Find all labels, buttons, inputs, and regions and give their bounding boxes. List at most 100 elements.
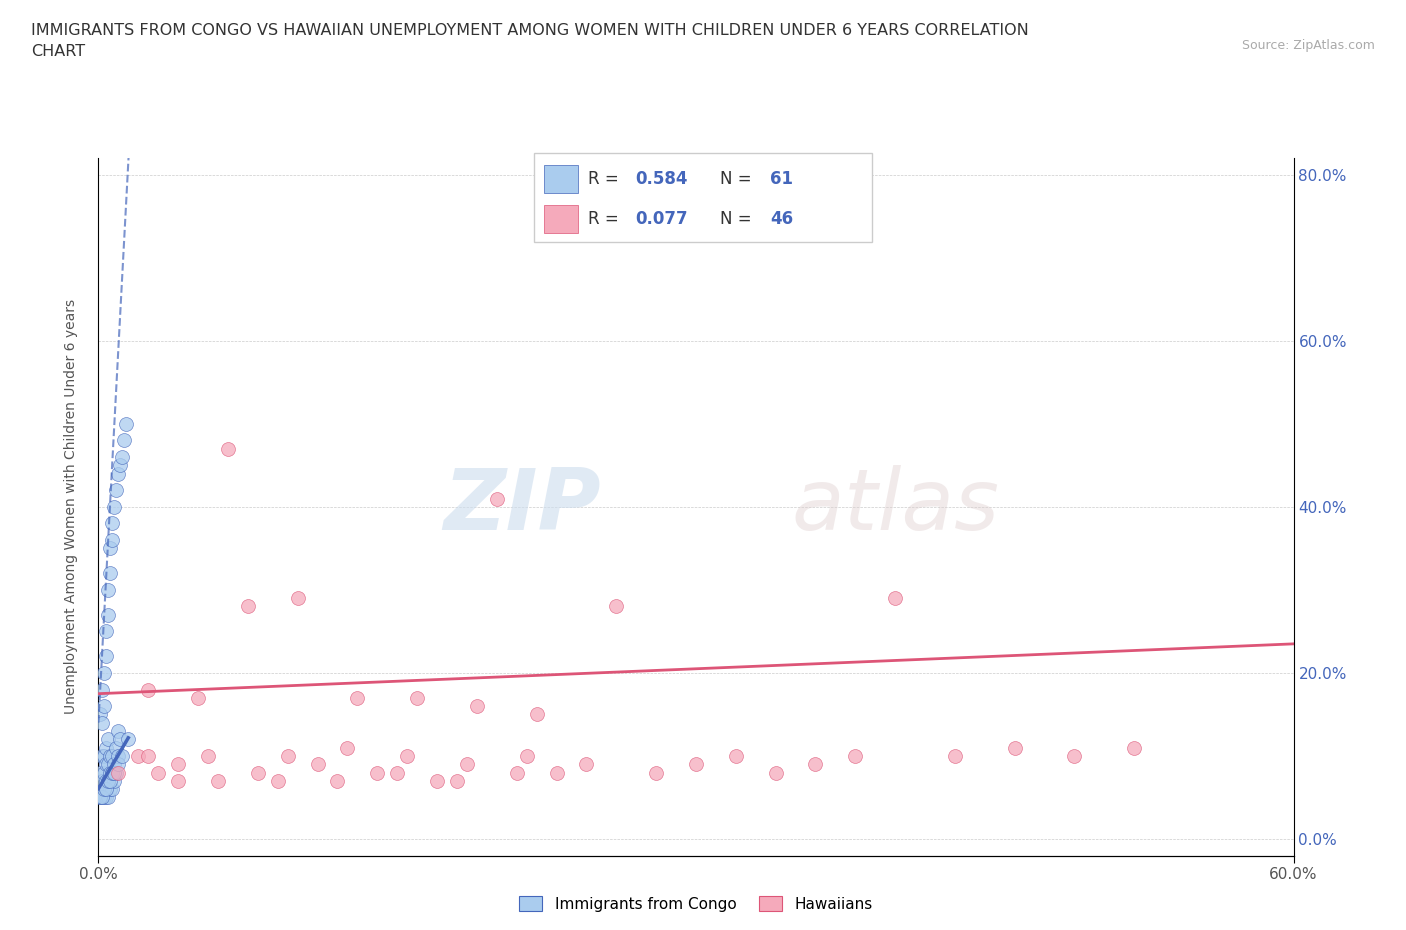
Point xyxy=(267,774,290,789)
Point xyxy=(103,499,125,514)
Point xyxy=(844,749,866,764)
Point xyxy=(93,765,115,780)
Point xyxy=(516,749,538,764)
Text: IMMIGRANTS FROM CONGO VS HAWAIIAN UNEMPLOYMENT AMONG WOMEN WITH CHILDREN UNDER 6: IMMIGRANTS FROM CONGO VS HAWAIIAN UNEMPL… xyxy=(31,23,1029,60)
Point xyxy=(456,757,478,772)
Point xyxy=(136,749,159,764)
Point xyxy=(89,707,111,722)
Point xyxy=(1123,740,1146,755)
Point xyxy=(1004,740,1026,755)
Point xyxy=(96,740,118,755)
Point xyxy=(446,774,468,789)
Point xyxy=(575,757,598,772)
Point xyxy=(100,774,122,789)
Point xyxy=(107,724,129,738)
Point xyxy=(111,449,134,464)
Text: N =: N = xyxy=(720,210,751,228)
Point xyxy=(307,757,329,772)
Point xyxy=(217,442,239,457)
Point xyxy=(105,740,128,755)
Point xyxy=(103,757,125,772)
Point xyxy=(105,483,128,498)
Point xyxy=(366,765,388,780)
Point xyxy=(97,774,120,789)
Point xyxy=(97,607,120,622)
Point xyxy=(101,765,124,780)
Point xyxy=(207,774,229,789)
Text: R =: R = xyxy=(588,170,619,188)
Legend: Immigrants from Congo, Hawaiians: Immigrants from Congo, Hawaiians xyxy=(513,889,879,918)
Point xyxy=(101,516,124,531)
Text: Source: ZipAtlas.com: Source: ZipAtlas.com xyxy=(1241,39,1375,52)
Point xyxy=(101,749,124,764)
Bar xyxy=(544,165,578,193)
Point xyxy=(336,740,359,755)
Point xyxy=(93,782,115,797)
FancyBboxPatch shape xyxy=(534,153,872,242)
Point xyxy=(465,698,488,713)
Point xyxy=(385,765,409,780)
Text: atlas: atlas xyxy=(792,465,1000,549)
Point xyxy=(93,698,115,713)
Point xyxy=(804,757,827,772)
Point xyxy=(97,774,120,789)
Point xyxy=(91,715,114,730)
Point xyxy=(506,765,529,780)
Point xyxy=(89,765,111,780)
Point xyxy=(103,774,125,789)
Point xyxy=(93,749,115,764)
Point xyxy=(287,591,309,605)
Point xyxy=(426,774,449,789)
Point xyxy=(884,591,907,605)
Point xyxy=(236,599,259,614)
Point xyxy=(105,765,128,780)
Point xyxy=(89,790,111,805)
Text: 0.077: 0.077 xyxy=(636,210,688,228)
Point xyxy=(100,541,122,556)
Point xyxy=(91,774,114,789)
Point xyxy=(107,765,129,780)
Point xyxy=(167,757,190,772)
Point xyxy=(91,790,114,805)
Point xyxy=(100,749,122,764)
Point xyxy=(96,757,118,772)
Point xyxy=(107,757,129,772)
Point xyxy=(197,749,219,764)
Point xyxy=(96,790,118,805)
Text: 0.584: 0.584 xyxy=(636,170,688,188)
Bar xyxy=(544,205,578,233)
Point xyxy=(326,774,349,789)
Point xyxy=(96,774,118,789)
Point xyxy=(107,749,129,764)
Point xyxy=(91,749,114,764)
Point xyxy=(96,624,118,639)
Point xyxy=(101,765,124,780)
Y-axis label: Unemployment Among Women with Children Under 6 years: Unemployment Among Women with Children U… xyxy=(63,299,77,714)
Point xyxy=(724,749,747,764)
Point xyxy=(91,682,114,697)
Point xyxy=(97,790,120,805)
Point xyxy=(396,749,419,764)
Text: 46: 46 xyxy=(770,210,793,228)
Point xyxy=(96,649,118,664)
Point xyxy=(112,433,135,448)
Point xyxy=(246,765,269,780)
Point xyxy=(127,749,149,764)
Point xyxy=(101,533,124,548)
Point xyxy=(526,707,548,722)
Point xyxy=(111,749,134,764)
Point xyxy=(89,790,111,805)
Text: 61: 61 xyxy=(770,170,793,188)
Point xyxy=(167,774,190,789)
Text: ZIP: ZIP xyxy=(443,465,600,549)
Point xyxy=(97,757,120,772)
Point xyxy=(187,690,209,705)
Point xyxy=(93,782,115,797)
Point xyxy=(485,491,508,506)
Point xyxy=(107,466,129,481)
Point xyxy=(943,749,966,764)
Point xyxy=(685,757,707,772)
Point xyxy=(101,782,124,797)
Point xyxy=(136,682,159,697)
Point xyxy=(346,690,368,705)
